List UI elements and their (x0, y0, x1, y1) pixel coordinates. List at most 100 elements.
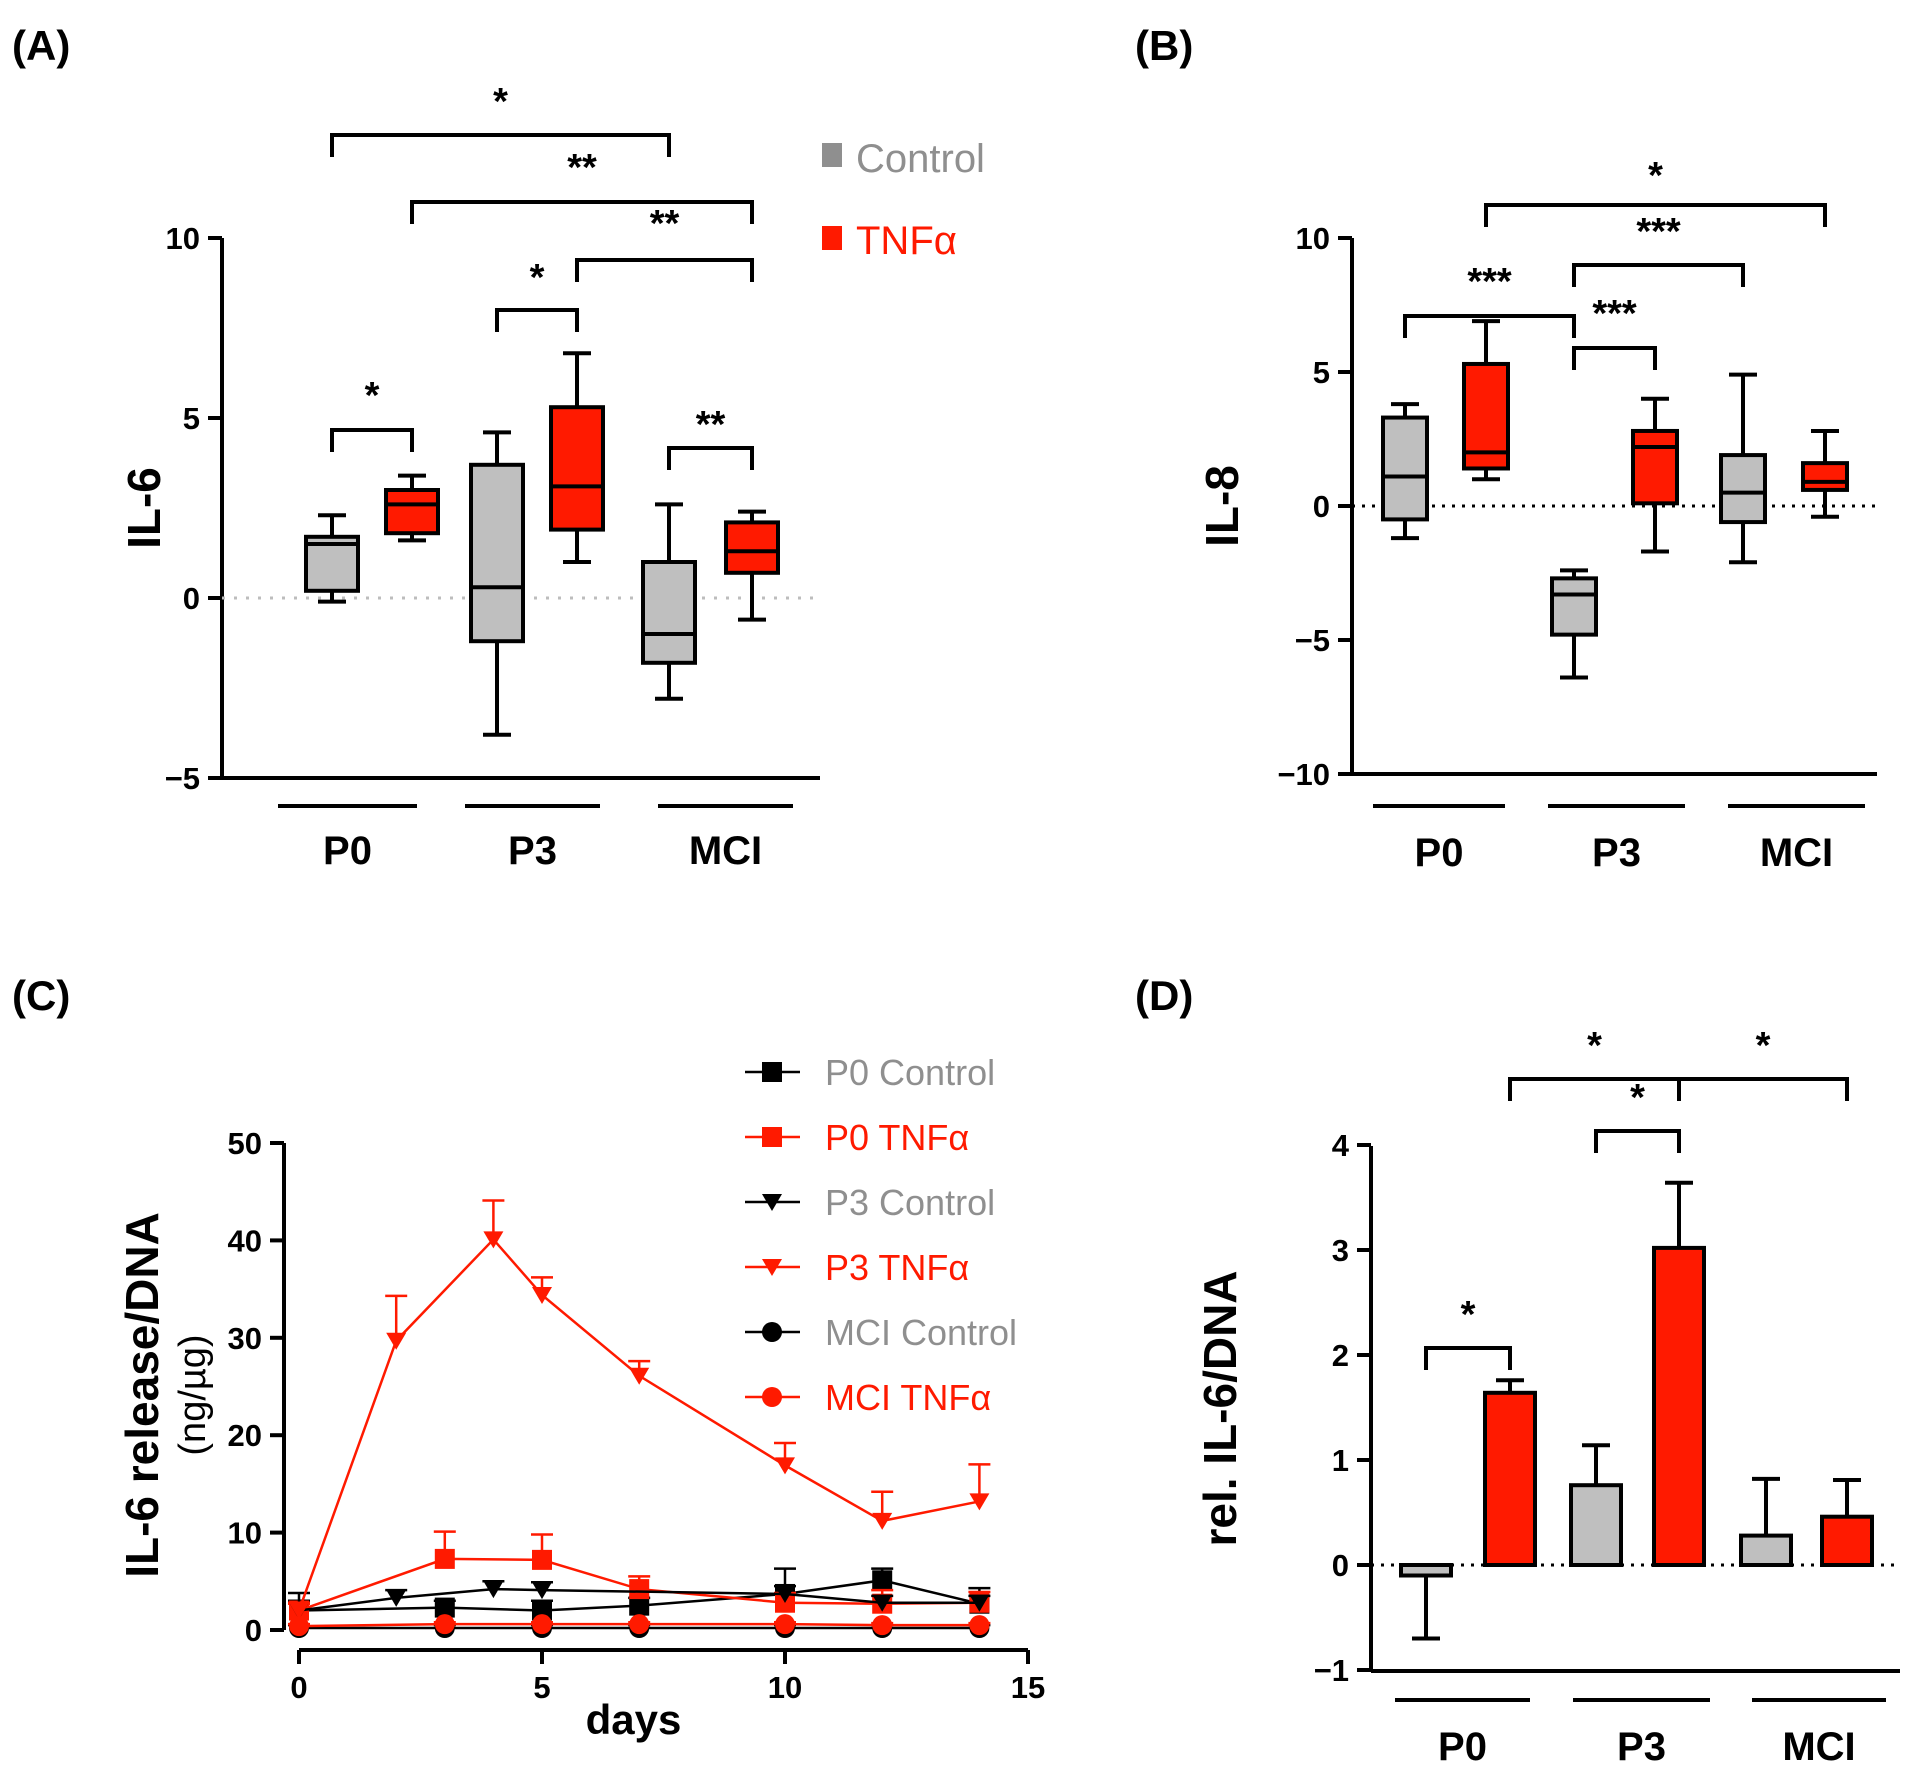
y-tick-label: 10 (166, 221, 200, 256)
data-point (629, 1595, 650, 1616)
data-point (532, 1582, 552, 1600)
data-point (483, 1581, 504, 1599)
y-tick-label: 0 (183, 581, 200, 616)
data-point (434, 1614, 455, 1635)
significance-bracket (330, 428, 414, 452)
y-tick-label: 0 (245, 1613, 262, 1648)
significance-label: * (1461, 1294, 1476, 1336)
significance-bracket (1677, 1077, 1849, 1101)
y-tick-label: 0 (1332, 1548, 1349, 1583)
significance-label: * (530, 257, 545, 299)
panel-label: (A) (12, 22, 70, 69)
legend-label: P3 Control (825, 1182, 995, 1223)
significance-label: *** (1467, 261, 1512, 303)
significance-label: * (1756, 1025, 1771, 1067)
box (1631, 428, 1679, 506)
significance-bracket (1572, 263, 1745, 287)
y-tick-label: −1 (1314, 1653, 1349, 1688)
group-label: P0 (323, 829, 372, 873)
data-point (762, 1127, 782, 1147)
legend-control-label: Control (856, 137, 985, 181)
legend-tnf-swatch (822, 226, 842, 250)
legend-label: MCI Control (825, 1312, 1017, 1353)
data-point (386, 1589, 407, 1607)
data-point (969, 1615, 990, 1636)
data-point (969, 1493, 990, 1511)
y-tick-label: 2 (1332, 1338, 1349, 1373)
y-tick-label: 50 (228, 1126, 262, 1161)
significance-bracket (1594, 1129, 1681, 1153)
box (384, 488, 440, 536)
box (641, 560, 697, 665)
data-point (872, 1615, 893, 1636)
y-tick-label: 40 (228, 1223, 262, 1258)
box (1550, 576, 1598, 637)
significance-bracket (1508, 1077, 1681, 1101)
bar (1652, 1245, 1706, 1568)
bar (1739, 1533, 1793, 1567)
data-point (386, 1332, 407, 1350)
significance-label: ** (696, 404, 726, 446)
significance-bracket (575, 258, 754, 282)
data-point (532, 1614, 552, 1635)
group-label: MCI (1782, 1725, 1855, 1769)
significance-label: *** (1636, 211, 1681, 253)
y-tick-label: 4 (1332, 1128, 1350, 1163)
y-tick-label: 5 (1313, 355, 1330, 390)
legend-label: P3 TNFα (825, 1247, 969, 1288)
significance-label: *** (1592, 293, 1637, 335)
x-tick-label: 5 (533, 1670, 550, 1705)
y-tick-label: 20 (228, 1418, 262, 1453)
data-point (289, 1602, 309, 1620)
panel-label: (D) (1135, 972, 1193, 1019)
series-mci-tnf- (288, 1614, 991, 1637)
x-tick-label: 15 (1011, 1670, 1045, 1705)
significance-label: * (1648, 155, 1663, 197)
y-tick-label: 3 (1332, 1233, 1349, 1268)
box (1801, 461, 1849, 492)
significance-label: * (1630, 1077, 1645, 1119)
data-point (629, 1367, 650, 1385)
panel-label: (B) (1135, 22, 1193, 69)
panel-d: (D) −1 0 1 2 3 4 rel. IL-6/DNA P0 P3 MCI * * * * (1135, 972, 1900, 1769)
y-tick-label: 10 (1296, 221, 1330, 256)
box (1719, 453, 1767, 525)
group-label: P0 (1438, 1725, 1487, 1769)
significance-bracket (667, 446, 754, 470)
data-point (629, 1614, 650, 1635)
y-tick-label: 1 (1332, 1443, 1349, 1478)
data-point (762, 1322, 782, 1342)
y-tick-label: −5 (1295, 623, 1330, 658)
x-tick-label: 10 (768, 1670, 802, 1705)
significance-bracket (1403, 314, 1576, 338)
data-point (629, 1579, 650, 1600)
significance-bracket (495, 308, 579, 332)
data-point (434, 1548, 455, 1569)
group-label: P3 (1592, 831, 1641, 875)
y-axis-title: IL-6 release/DNA (116, 1212, 168, 1578)
group-label: MCI (689, 829, 762, 873)
y-tick-label: −5 (165, 761, 200, 796)
bar (1399, 1563, 1453, 1578)
y-axis-title: IL-6 (118, 467, 170, 549)
box (724, 520, 780, 575)
data-point (289, 1616, 309, 1637)
significance-bracket (1572, 346, 1657, 370)
data-point (762, 1062, 782, 1082)
bar (1483, 1390, 1537, 1568)
legend-label: P0 Control (825, 1052, 995, 1093)
bar (1820, 1514, 1874, 1567)
significance-label: * (1587, 1025, 1602, 1067)
data-point (532, 1549, 552, 1570)
bar (1569, 1483, 1623, 1567)
legend-label: MCI TNFα (825, 1377, 991, 1418)
group-label: P0 (1415, 831, 1464, 875)
data-point (969, 1594, 990, 1612)
y-tick-label: −10 (1277, 757, 1330, 792)
y-axis-title-units: (ng/µg) (172, 1334, 214, 1455)
box (1381, 415, 1429, 522)
box (549, 405, 605, 532)
